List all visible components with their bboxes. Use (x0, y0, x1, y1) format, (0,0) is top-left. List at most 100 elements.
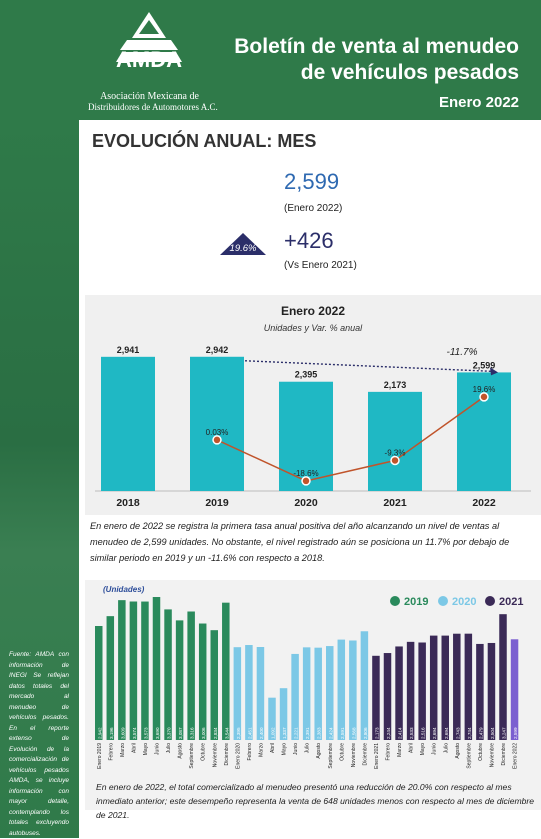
tick-label: Abril (131, 743, 137, 753)
tick-label: Junio (155, 743, 161, 755)
bar-value-label: 2,942 (206, 345, 229, 355)
bar-value-label: 2,744 (467, 727, 472, 739)
bar-value-label: 2,834 (213, 727, 218, 739)
bar-value-label: 3,247 (502, 727, 507, 739)
monthly-chart: (Unidades) 2019 2020 2021 2,942 Enero 2019 3,1… (95, 585, 523, 769)
bar-value-label: 2,173 (384, 380, 407, 390)
bar-Abril (268, 697, 276, 740)
tick-label: Agosto (316, 743, 322, 759)
tick-label: Marzo (397, 743, 403, 757)
tick-label: Noviembre (212, 743, 218, 767)
paragraph-1: En enero de 2022 se registra la primera … (90, 521, 510, 563)
legend-label: 2019 (404, 596, 428, 608)
period-label: Enero 2022 (438, 94, 519, 111)
bar-value-label: 2,941 (117, 345, 140, 355)
annual-chart: Enero 2022 Unidades y Var. % anual 2,941 20… (95, 304, 531, 509)
bar-Octubre (198, 623, 207, 740)
bar-2019 (190, 356, 244, 491)
kpi-value-label: (Enero 2022) (284, 203, 343, 214)
bar-value-label: 2,424 (328, 727, 333, 739)
bar-Agosto (453, 633, 461, 740)
tick-label: Febrero (108, 743, 114, 761)
pct-point (390, 455, 400, 466)
bar-value-label: 2,400 (259, 727, 264, 739)
tick-label: Marzo (120, 743, 126, 757)
title-line-1: Boletín de venta al menudeo (234, 35, 519, 58)
monthly-chart-panel: (Unidades) 2019 2020 2021 2,942 Enero 2019 3,1… (85, 580, 541, 810)
bar-Enero 2020 (233, 647, 242, 740)
pct-label: 0.03% (206, 428, 229, 437)
bar-Agosto (314, 647, 322, 740)
tick-label: Febrero (247, 743, 253, 761)
mountain-logo-icon: AMDA (116, 12, 182, 72)
bar-value-label: 2,806 (363, 727, 368, 739)
tick-label: Abril (409, 743, 415, 753)
bar-value-label: 1,337 (282, 727, 287, 739)
bar-Febrero (383, 653, 392, 740)
org-line-2: Distribuidores de Automotores A.C. (88, 102, 218, 112)
bar-Octubre (476, 643, 484, 740)
tick-label: Noviembre (351, 743, 357, 767)
bar-value-label: 3,609 (120, 727, 125, 739)
bar-value-label: 3,690 (155, 727, 160, 739)
legend-swatch (390, 596, 400, 606)
bar-value-label: 2,599 (513, 727, 518, 739)
bar-value-label: 2,599 (473, 360, 496, 370)
bar-Julio (302, 647, 311, 740)
tick-label: Octubre (201, 743, 207, 761)
tick-label: Septiembre (328, 743, 334, 769)
bar-value-label: 2,383 (317, 727, 322, 739)
bar-value-label: 2,221 (294, 727, 299, 739)
bar-Enero 2022 (510, 639, 519, 740)
pct-line (216, 396, 485, 482)
bar-Abril (406, 641, 415, 740)
bar-value-label: 2,395 (236, 727, 241, 739)
tick-label: Diciembre (362, 743, 368, 766)
org-line-1: Asociación Mexicana de (100, 91, 199, 102)
source-note: Fuente: AMDA con información de INEGI Se… (9, 651, 69, 837)
pct-point (212, 435, 222, 445)
title-line-2: de vehículos pesados (300, 61, 519, 84)
logo-text: AMDA (116, 47, 182, 68)
tick-label: Mayo (143, 743, 149, 755)
bar-value-label: 3,316 (190, 727, 195, 739)
paragraph-2: En enero de 2022, el total comercializad… (96, 782, 535, 820)
bar-value-label: 2,694 (444, 727, 449, 739)
bar-Septiembre (464, 633, 473, 740)
bar-value-label: 2,743 (455, 727, 460, 739)
tick-label: Enero 2022 (513, 743, 519, 769)
tick-label: Enero 2020 (235, 743, 241, 769)
bar-Febrero (106, 616, 115, 740)
legend-swatch (438, 596, 448, 606)
bar-value-label: 2,451 (247, 727, 252, 739)
bar-Octubre (337, 639, 346, 740)
tick-label: Octubre (478, 743, 484, 761)
kpi-delta-label: (Vs Enero 2021) (284, 260, 357, 271)
bar-value-label: 3,087 (178, 727, 183, 739)
bar-Diciembre (499, 614, 507, 740)
bar-value-label: 3,196 (109, 727, 114, 739)
bar-value-label: 2,391 (305, 727, 310, 739)
bar-value-label: 3,006 (201, 727, 206, 739)
bar-Abril (129, 601, 138, 740)
kpi-delta: +426 (284, 228, 334, 253)
legend-swatch (485, 596, 495, 606)
bar-value-label: 2,173 (374, 727, 379, 739)
bar-value-label: 3,573 (143, 727, 148, 739)
tick-label: Septiembre (189, 743, 195, 769)
bar-Junio (429, 635, 438, 740)
tick-label: 2018 (116, 497, 140, 509)
legend-label: 2021 (499, 596, 523, 608)
bar-Julio (164, 609, 172, 740)
bar-Septiembre (187, 611, 195, 740)
tick-label: 2022 (472, 497, 496, 509)
legend-label: 2020 (452, 596, 476, 608)
bar-Noviembre (349, 640, 357, 740)
bar-Noviembre (487, 642, 496, 740)
tick-label: Agosto (178, 743, 184, 759)
tick-label: Febrero (386, 743, 392, 761)
bar-value-label: 1,092 (271, 727, 276, 739)
tick-label: Junio (293, 743, 299, 755)
bar-value-label: 2,942 (97, 727, 102, 739)
bar-2021 (368, 391, 422, 491)
